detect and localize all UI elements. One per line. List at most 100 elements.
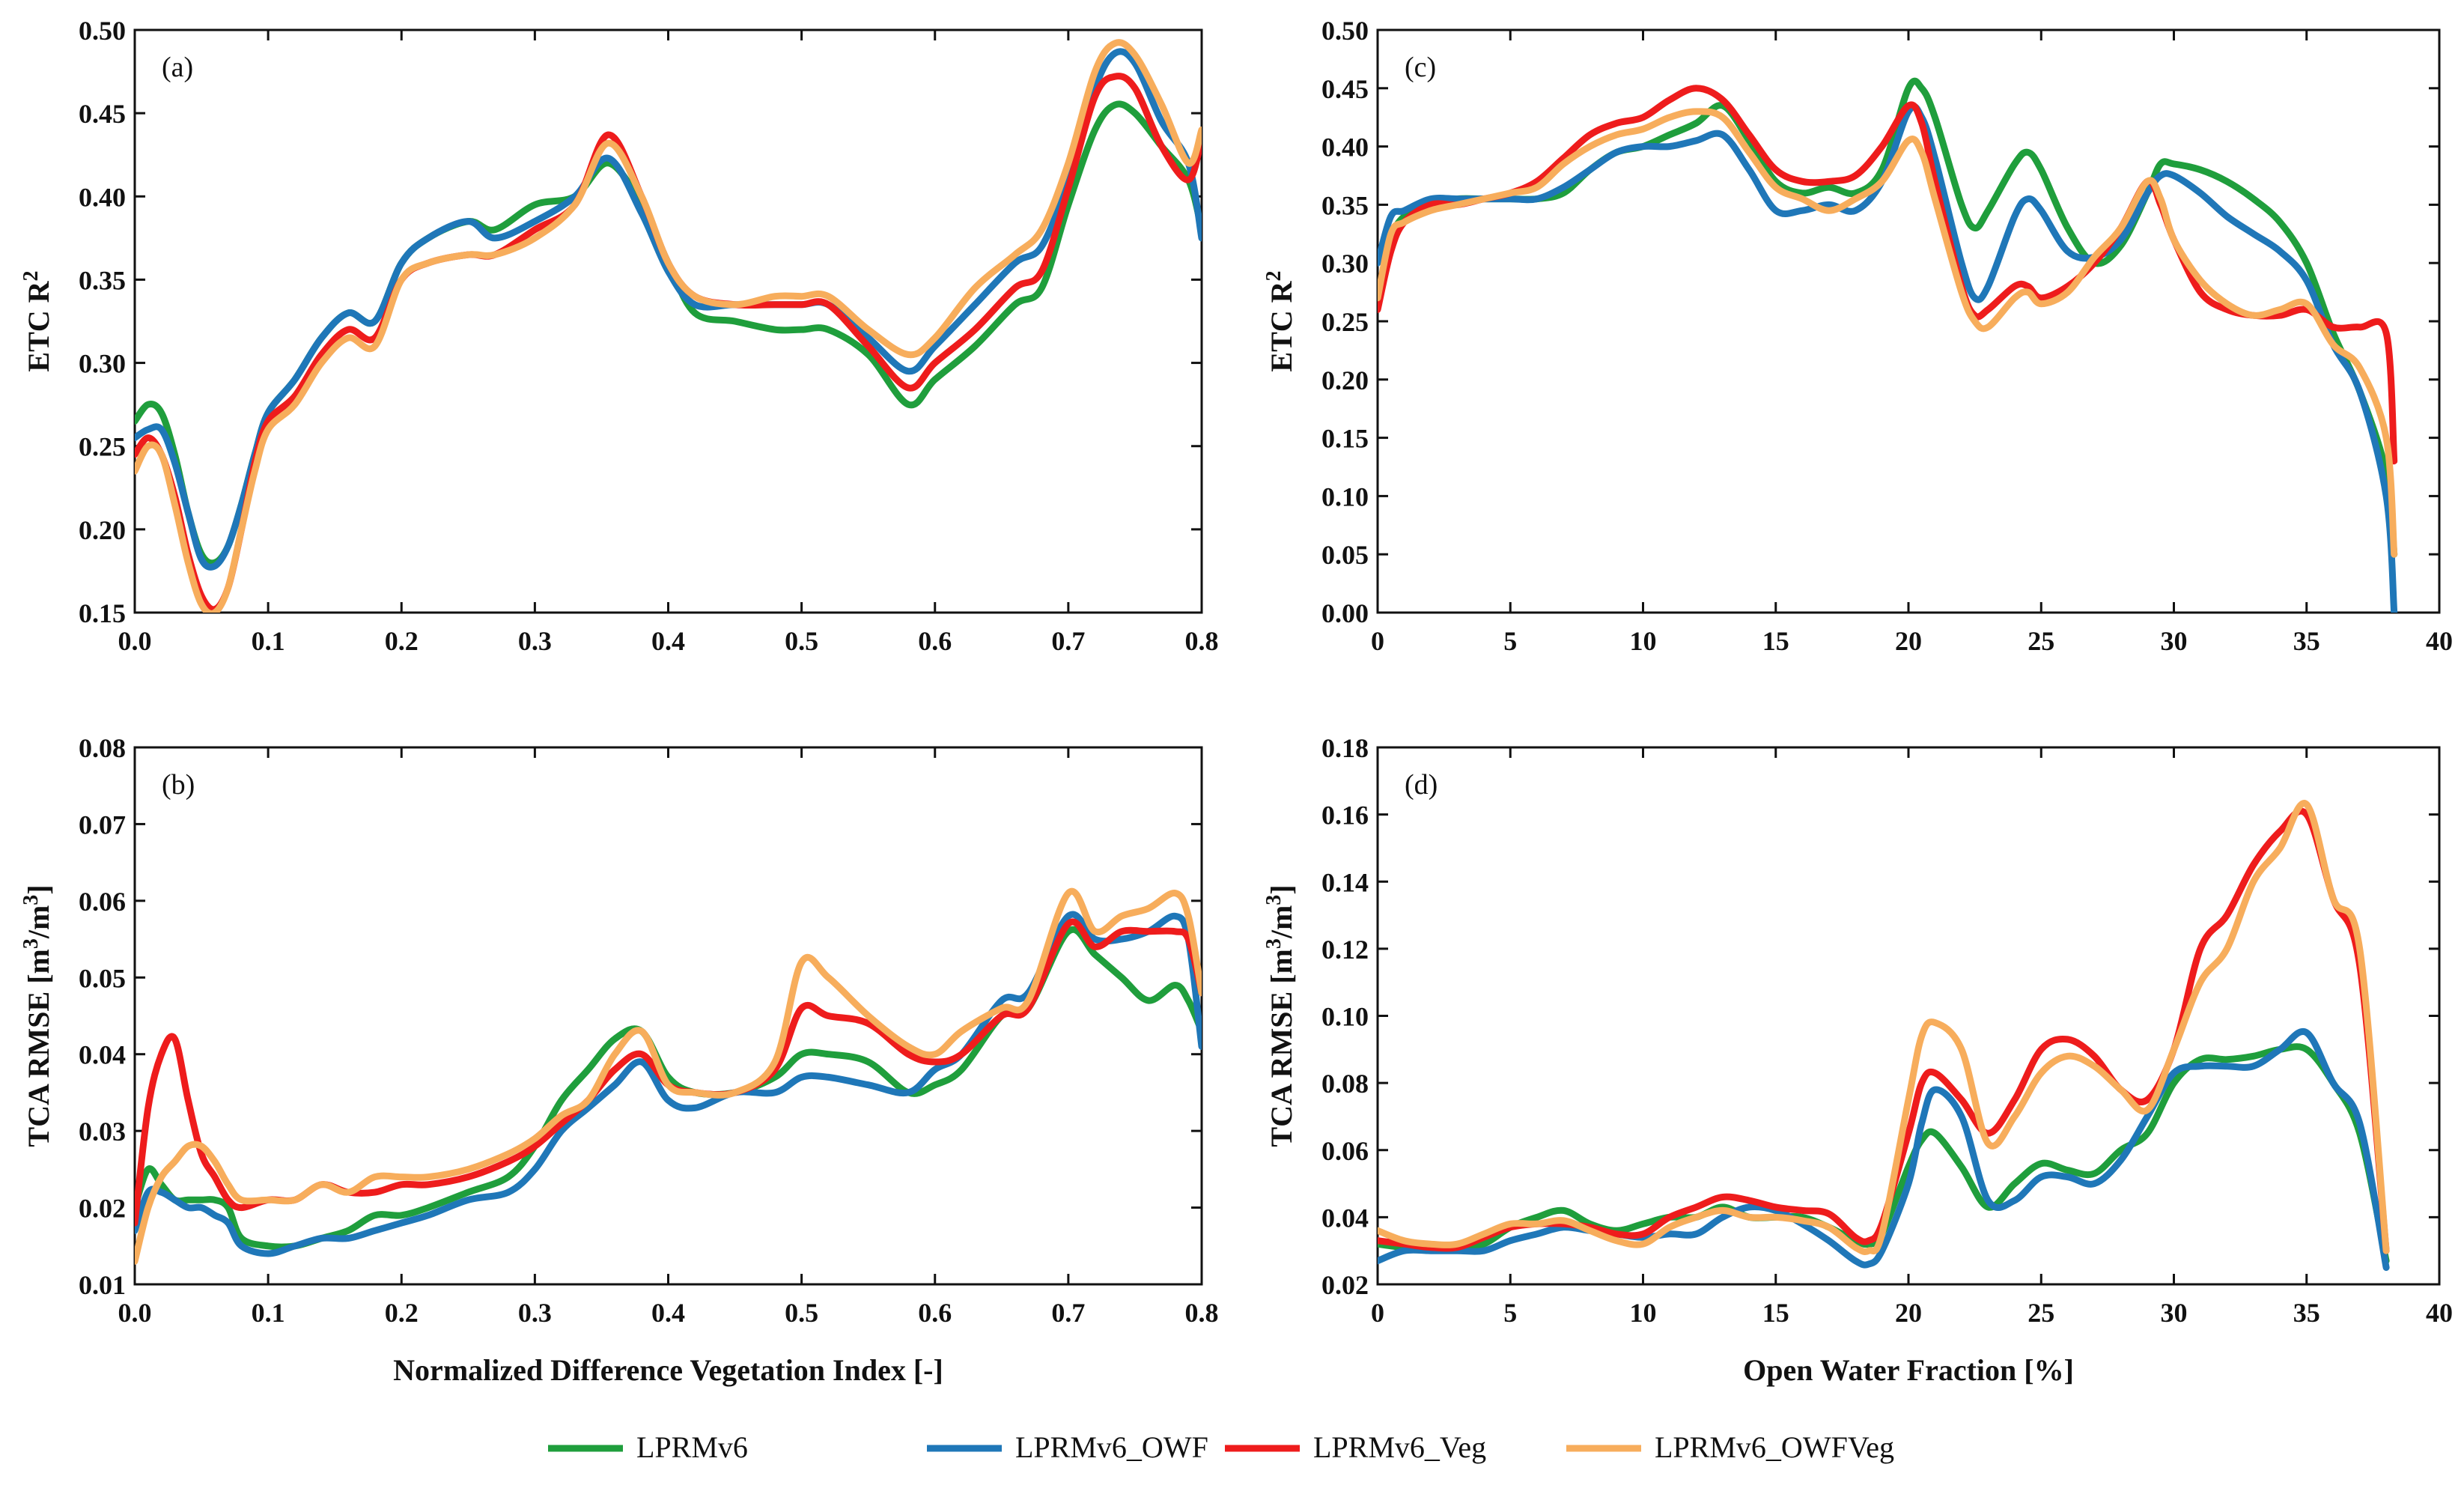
legend-label: LPRMv6_OWFVeg xyxy=(1655,1430,1894,1464)
x-tick-label: 0.6 xyxy=(918,626,952,656)
y-tick-label: 0.20 xyxy=(79,515,126,545)
x-axis-label: Open Water Fraction [%] xyxy=(1743,1353,2074,1387)
x-tick-label: 35 xyxy=(2293,1298,2320,1328)
series-line-lprmv6-owfveg xyxy=(135,39,1202,613)
x-tick-label: 0.2 xyxy=(385,626,419,656)
y-tick-label: 0.45 xyxy=(79,99,126,129)
y-tick-label: 0.45 xyxy=(1321,74,1369,104)
y-tick-label: 0.18 xyxy=(1321,733,1369,763)
x-tick-label: 0.7 xyxy=(1051,1298,1085,1328)
x-tick-label: 15 xyxy=(1762,626,1789,656)
x-tick-label: 0.6 xyxy=(918,1298,952,1328)
y-tick-label: 0.08 xyxy=(1321,1069,1369,1099)
y-axis-label: TCA RMSE [m3/m3] xyxy=(1262,884,1299,1147)
y-tick-label: 0.25 xyxy=(1321,307,1369,337)
x-tick-label: 0.5 xyxy=(785,626,818,656)
series-line-lprmv6-veg xyxy=(135,73,1202,613)
y-tick-label: 0.02 xyxy=(79,1194,126,1224)
x-tick-label: 0.1 xyxy=(252,1298,285,1328)
x-tick-label: 40 xyxy=(2426,1298,2453,1328)
series-line-lprmv6-veg xyxy=(135,918,1202,1227)
series-line-lprmv6 xyxy=(135,100,1202,567)
y-tick-label: 0.10 xyxy=(1321,1002,1369,1032)
x-tick-label: 0 xyxy=(1371,1298,1384,1328)
plot-frame xyxy=(133,28,1203,614)
series-line-lprmv6-owf xyxy=(135,48,1202,571)
y-tick-label: 0.35 xyxy=(79,265,126,295)
y-axis-label: TCA RMSE [m3/m3] xyxy=(19,884,56,1147)
y-tick-label: 0.30 xyxy=(1321,249,1369,279)
legend-label: LPRMv6 xyxy=(636,1430,748,1464)
x-tick-label: 0.7 xyxy=(1051,626,1085,656)
legend-label: LPRMv6_OWF xyxy=(1015,1430,1208,1464)
y-tick-label: 0.50 xyxy=(79,16,126,46)
x-tick-label: 25 xyxy=(2028,1298,2054,1328)
x-tick-label: 10 xyxy=(1630,1298,1657,1328)
x-tick-label: 10 xyxy=(1630,626,1657,656)
panel-c: 0 5 10 15 20 25 30 35 40 0.00 0.05 0.10 0.15 0.20 0.25… xyxy=(1262,16,2454,656)
x-tick-label: 5 xyxy=(1503,626,1517,656)
y-tick-label: 0.01 xyxy=(79,1270,126,1300)
y-tick-label: 0.04 xyxy=(79,1040,126,1070)
x-tick-label: 25 xyxy=(2028,626,2054,656)
x-tick-label: 20 xyxy=(1895,1298,1922,1328)
x-tick-label: 0.3 xyxy=(518,626,552,656)
y-tick-label: 0.04 xyxy=(1321,1203,1369,1233)
series-line-lprmv6-owf xyxy=(135,911,1202,1257)
y-tick-label: 0.30 xyxy=(79,349,126,379)
x-tick-label: 5 xyxy=(1503,1298,1517,1328)
y-tick-label: 0.08 xyxy=(79,733,126,763)
series-line-lprmv6-veg xyxy=(1378,807,2390,1254)
y-tick-label: 0.10 xyxy=(1321,482,1369,511)
panel-label: (c) xyxy=(1405,52,1436,83)
y-tick-label: 0.06 xyxy=(79,887,126,917)
y-tick-label: 0.00 xyxy=(1321,598,1369,628)
x-tick-label: 15 xyxy=(1762,1298,1789,1328)
panel-d: 0 5 10 15 20 25 30 35 40 0.02 0.04 0.06 0.08 0.10 0.12… xyxy=(1262,733,2454,1387)
y-tick-label: 0.06 xyxy=(1321,1136,1369,1166)
x-tick-label: 0.2 xyxy=(385,1298,419,1328)
y-tick-label: 0.40 xyxy=(1321,133,1369,163)
y-tick-label: 0.05 xyxy=(1321,540,1369,570)
x-tick-label: 0.4 xyxy=(651,1298,685,1328)
y-tick-label: 0.15 xyxy=(1321,424,1369,454)
panel-label: (b) xyxy=(162,769,195,801)
x-tick-label: 0.3 xyxy=(518,1298,552,1328)
y-tick-label: 0.15 xyxy=(79,598,126,628)
y-tick-label: 0.25 xyxy=(79,432,126,462)
series-line-lprmv6-owfveg xyxy=(1378,800,2390,1255)
series-line-lprmv6-owfveg xyxy=(1378,108,2398,558)
y-tick-label: 0.35 xyxy=(1321,190,1369,220)
y-tick-label: 0.12 xyxy=(1321,935,1369,965)
x-tick-label: 0.8 xyxy=(1185,626,1219,656)
x-tick-label: 0.4 xyxy=(651,626,685,656)
y-tick-label: 0.14 xyxy=(1321,867,1369,897)
panel-label: (d) xyxy=(1405,769,1438,801)
plot-frame xyxy=(133,746,1203,1286)
y-tick-label: 0.07 xyxy=(79,810,126,839)
x-tick-label: 30 xyxy=(2161,1298,2188,1328)
series-line-lprmv6-owf xyxy=(1378,103,2398,613)
y-axis-label: ETC R2 xyxy=(19,270,56,371)
y-tick-label: 0.16 xyxy=(1321,801,1369,831)
series-line-lprmv6-owfveg xyxy=(135,887,1202,1265)
x-axis-label: Normalized Difference Vegetation Index [… xyxy=(393,1353,943,1387)
y-tick-label: 0.50 xyxy=(1321,16,1369,46)
panel-b: 0.0 0.1 0.2 0.3 0.4 0.5 0.6 0.7 0.8 0.01 0.02 0.03 0… xyxy=(19,733,1219,1387)
legend: LPRMv6 LPRMv6_OWF LPRMv6_Veg LPRMv6_OWFVeg xyxy=(548,1430,1894,1464)
y-axis-label: ETC R2 xyxy=(1262,270,1299,371)
y-tick-label: 0.20 xyxy=(1321,365,1369,395)
panel-label: (a) xyxy=(162,52,193,83)
series-line-lprmv6-veg xyxy=(1378,85,2398,465)
x-tick-label: 0.8 xyxy=(1185,1298,1219,1328)
y-tick-label: 0.40 xyxy=(79,182,126,212)
x-tick-label: 0 xyxy=(1371,626,1384,656)
y-tick-label: 0.05 xyxy=(79,963,126,993)
x-tick-label: 30 xyxy=(2161,626,2188,656)
panel-a: 0.0 0.1 0.2 0.3 0.4 0.5 0.6 0.7 0.8 0.15 0.20 0.25 0… xyxy=(19,16,1219,656)
x-tick-label: 0.0 xyxy=(118,626,152,656)
x-tick-label: 0.5 xyxy=(785,1298,818,1328)
series-line-lprmv6 xyxy=(1378,77,2398,558)
